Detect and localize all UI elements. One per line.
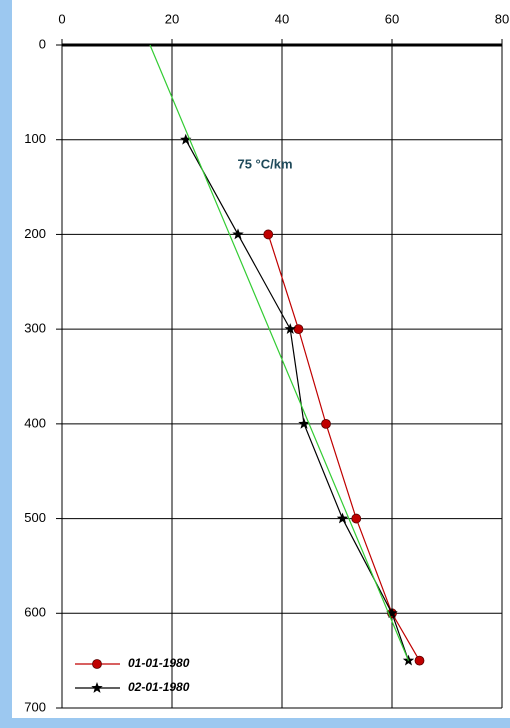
- y-tick-label: 400: [24, 415, 46, 430]
- legend-label: 01-01-1980: [128, 656, 190, 670]
- point: [294, 325, 303, 334]
- point: [415, 656, 424, 665]
- x-tick-label: 80: [495, 11, 509, 26]
- y-tick-label: 500: [24, 510, 46, 525]
- annotation: 75 °C/km: [237, 156, 292, 171]
- page: {"chart_data": {"type": "line", "x_axis_…: [0, 0, 510, 728]
- chart: 0 20 40 60 80 0 100 200 300 400 500 600 700 75 °C/km 0…: [0, 0, 510, 728]
- y-tick-label: 0: [39, 36, 46, 51]
- chart-background: [12, 0, 510, 718]
- x-tick-label: 40: [275, 11, 289, 26]
- x-tick-label: 0: [58, 11, 65, 26]
- point: [264, 230, 273, 239]
- point: [352, 514, 361, 523]
- y-tick-label: 300: [24, 321, 46, 336]
- x-tick-label: 20: [165, 11, 179, 26]
- y-tick-label: 200: [24, 226, 46, 241]
- y-tick-label: 100: [24, 131, 46, 146]
- x-tick-label: 60: [385, 11, 399, 26]
- y-tick-label: 700: [24, 699, 46, 714]
- y-tick-label: 600: [24, 605, 46, 620]
- point: [322, 419, 331, 428]
- legend-label: 02-01-1980: [128, 680, 190, 694]
- legend-marker: [93, 660, 102, 669]
